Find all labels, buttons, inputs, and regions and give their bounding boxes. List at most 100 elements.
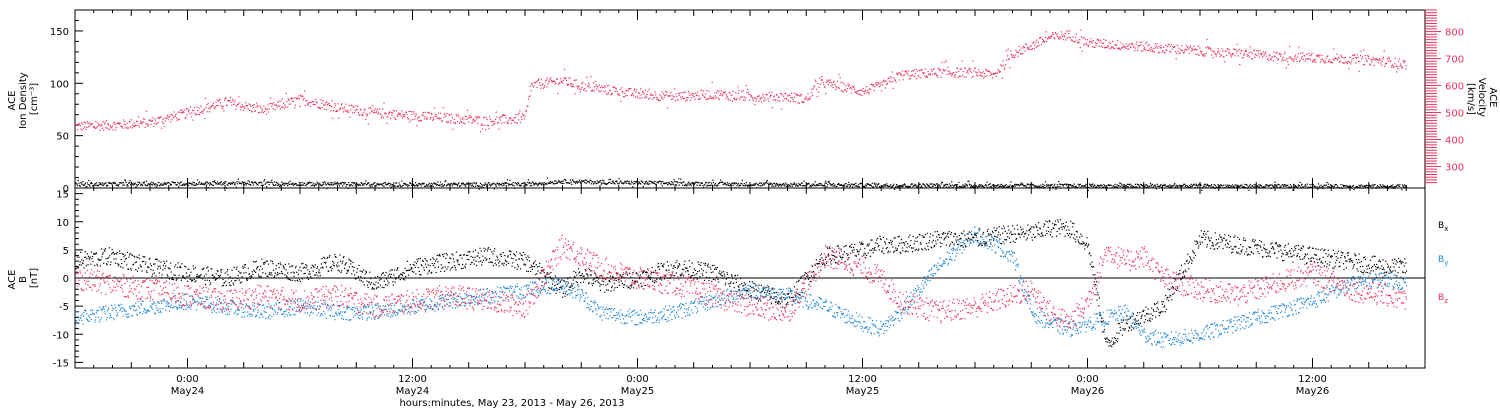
data-point xyxy=(134,124,136,127)
data-point xyxy=(143,182,145,184)
data-point xyxy=(143,181,146,183)
data-point xyxy=(689,99,692,102)
data-point xyxy=(168,116,170,118)
data-point xyxy=(119,123,121,125)
data-point xyxy=(229,96,232,99)
data-point xyxy=(552,181,554,183)
data-point xyxy=(1201,54,1203,56)
data-point xyxy=(798,184,800,186)
data-point xyxy=(656,99,658,101)
data-point xyxy=(353,182,356,184)
data-point xyxy=(543,182,545,184)
data-point xyxy=(267,181,270,183)
data-point xyxy=(294,280,296,282)
data-point xyxy=(913,185,915,187)
data-point xyxy=(833,185,835,187)
data-point xyxy=(1379,184,1381,186)
data-point xyxy=(1174,45,1176,47)
data-point xyxy=(573,181,575,183)
data-point xyxy=(1044,36,1047,38)
data-point xyxy=(177,111,179,113)
data-point xyxy=(909,186,911,188)
data-point xyxy=(1071,186,1073,188)
data-point xyxy=(809,98,811,100)
data-point xyxy=(792,98,794,101)
data-point xyxy=(651,181,653,183)
data-point xyxy=(81,259,83,261)
data-point xyxy=(327,256,329,258)
data-point xyxy=(1244,50,1246,52)
data-point xyxy=(240,109,242,111)
data-point xyxy=(463,118,465,120)
data-point xyxy=(497,182,499,184)
data-point xyxy=(488,128,490,130)
data-point xyxy=(603,91,605,93)
data-point xyxy=(1266,184,1268,186)
data-point xyxy=(472,185,474,187)
data-point xyxy=(1133,186,1135,188)
data-point xyxy=(514,255,517,257)
data-point xyxy=(901,70,904,72)
data-point xyxy=(1354,57,1356,59)
data-point xyxy=(1204,55,1206,57)
data-point xyxy=(338,117,340,119)
data-point xyxy=(96,263,98,265)
data-point xyxy=(1085,185,1087,187)
data-point xyxy=(624,180,626,182)
data-point xyxy=(381,183,383,185)
data-point xyxy=(571,83,573,85)
data-point xyxy=(294,104,296,106)
data-point xyxy=(1167,185,1169,187)
data-point xyxy=(926,184,928,186)
data-point xyxy=(291,265,293,267)
data-point xyxy=(226,184,228,186)
data-point xyxy=(77,129,79,131)
data-point xyxy=(373,283,375,285)
data-point xyxy=(1262,51,1264,53)
data-point xyxy=(785,97,787,99)
data-point xyxy=(202,268,204,270)
data-point xyxy=(217,274,220,277)
data-point xyxy=(804,98,806,100)
data-point xyxy=(1211,186,1213,188)
data-point xyxy=(1256,49,1258,52)
data-point xyxy=(757,184,759,186)
data-point xyxy=(771,183,774,185)
data-point xyxy=(128,127,130,129)
data-point xyxy=(155,183,157,185)
data-point xyxy=(1388,58,1390,60)
data-point xyxy=(500,122,503,124)
data-point xyxy=(391,184,393,186)
data-point xyxy=(401,117,403,119)
data-point xyxy=(510,122,512,125)
data-point xyxy=(474,185,476,187)
data-point xyxy=(961,186,963,188)
data-point xyxy=(249,183,251,186)
data-point xyxy=(783,185,785,187)
data-point xyxy=(1358,184,1360,186)
data-point xyxy=(812,88,814,90)
data-point xyxy=(348,111,350,113)
data-point xyxy=(266,113,268,115)
data-point xyxy=(95,121,97,123)
data-point xyxy=(1178,184,1180,186)
data-point xyxy=(392,185,394,187)
data-point xyxy=(191,183,193,185)
data-point xyxy=(1382,56,1385,58)
data-point xyxy=(134,182,136,184)
data-point xyxy=(569,77,571,79)
data-point xyxy=(1392,66,1394,68)
data-point xyxy=(1209,185,1211,187)
data-point xyxy=(159,267,162,269)
data-point xyxy=(162,183,165,185)
data-point xyxy=(915,184,917,186)
data-point xyxy=(882,80,884,82)
data-point xyxy=(150,265,153,267)
data-point xyxy=(1143,48,1145,50)
data-point xyxy=(563,178,566,181)
data-point xyxy=(296,98,298,100)
data-point xyxy=(734,99,736,101)
data-point xyxy=(363,184,365,186)
data-point xyxy=(656,181,658,183)
data-point xyxy=(734,183,736,185)
